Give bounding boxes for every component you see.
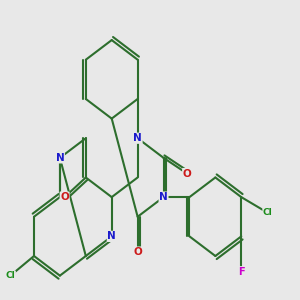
Text: N: N	[107, 231, 116, 242]
Text: Cl: Cl	[263, 208, 273, 217]
Text: O: O	[133, 247, 142, 257]
Text: N: N	[56, 153, 64, 163]
Text: O: O	[183, 169, 191, 178]
Text: N: N	[159, 192, 168, 202]
Text: Cl: Cl	[6, 271, 15, 280]
Text: O: O	[60, 192, 69, 202]
Text: F: F	[238, 267, 244, 277]
Text: N: N	[133, 133, 142, 143]
